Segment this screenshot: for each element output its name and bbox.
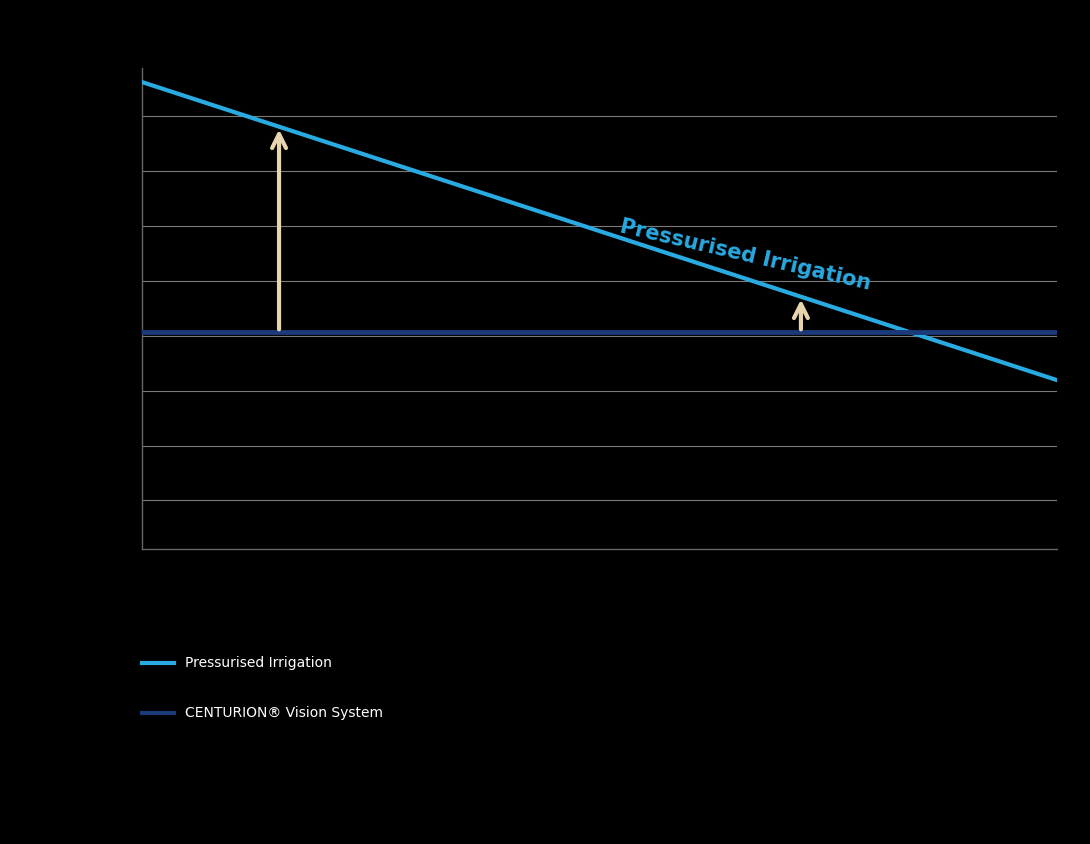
Text: CENTURION® Vision System: CENTURION® Vision System [185,706,384,720]
Text: Pressurised Irrigation: Pressurised Irrigation [185,656,332,669]
Text: Pressurised Irrigation: Pressurised Irrigation [618,217,873,294]
